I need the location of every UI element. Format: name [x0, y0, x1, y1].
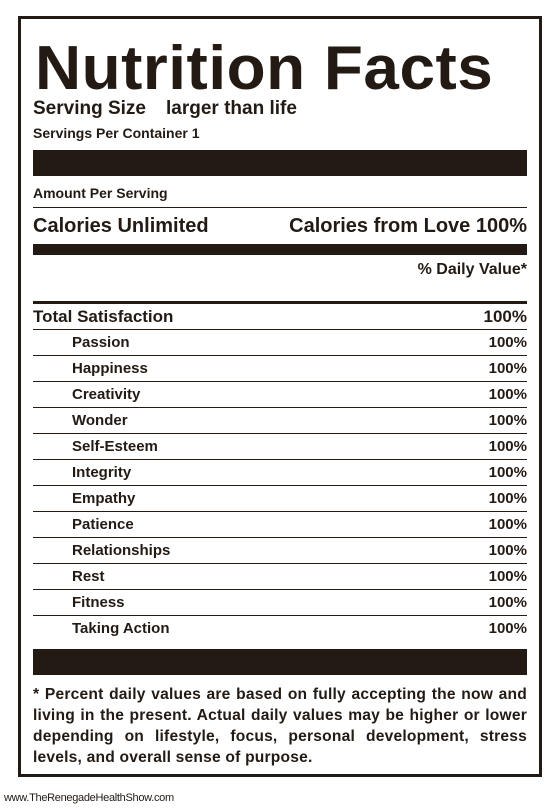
nutrient-name: Passion — [72, 334, 130, 351]
serving-size: Serving Size larger than life — [33, 98, 297, 120]
nutrient-row: Self-Esteem 100% — [33, 433, 527, 459]
nutrient-value: 100% — [488, 360, 527, 377]
nutrient-row: Fitness 100% — [33, 589, 527, 615]
nutrient-value: 100% — [488, 594, 527, 611]
nutrient-row: Wonder 100% — [33, 407, 527, 433]
footnote: * Percent daily values are based on full… — [33, 686, 527, 766]
nutrient-value: 100% — [488, 334, 527, 351]
nutrient-value: 100% — [488, 620, 527, 637]
serving-size-value: larger than life — [166, 98, 297, 119]
nutrient-name: Rest — [72, 568, 105, 585]
nutrient-value: 100% — [488, 464, 527, 481]
medium-divider — [33, 244, 527, 255]
nutrient-name: Total Satisfaction — [33, 307, 174, 326]
nutrient-name: Creativity — [72, 386, 141, 403]
nutrient-value: 100% — [488, 516, 527, 533]
nutrient-value: 100% — [483, 307, 527, 326]
calories-row: Calories Unlimited Calories from Love 10… — [33, 213, 527, 239]
calories-total: Calories Unlimited — [33, 215, 209, 237]
nutrient-list: Passion 100% Happiness 100% Creativity 100%… — [33, 329, 527, 641]
label-title: Nutrition Facts — [35, 34, 494, 103]
nutrient-name: Relationships — [72, 542, 171, 559]
serving-size-label: Serving Size — [33, 98, 146, 119]
nutrient-value: 100% — [488, 386, 527, 403]
servings-per-container: Servings Per Container 1 — [33, 125, 200, 141]
nutrient-name: Self-Esteem — [72, 438, 158, 455]
nutrient-name: Happiness — [72, 360, 148, 377]
nutrient-value: 100% — [488, 438, 527, 455]
nutrient-value: 100% — [488, 542, 527, 559]
nutrient-row: Relationships 100% — [33, 537, 527, 563]
nutrition-label: Nutrition Facts Serving Size larger than … — [18, 16, 542, 777]
daily-value-header: % Daily Value* — [417, 261, 527, 278]
nutrient-name: Integrity — [72, 464, 132, 481]
nutrient-row: Taking Action 100% — [33, 615, 527, 641]
nutrient-row: Happiness 100% — [33, 355, 527, 381]
nutrient-name: Taking Action — [72, 620, 170, 637]
nutrient-value: 100% — [488, 490, 527, 507]
nutrient-name: Empathy — [72, 490, 136, 507]
total-satisfaction-row: Total Satisfaction 100% — [33, 306, 527, 328]
website-credit: www.TheRenegadeHealthShow.com — [4, 792, 174, 804]
nutrient-name: Wonder — [72, 412, 128, 429]
nutrient-value: 100% — [488, 568, 527, 585]
amount-per-serving: Amount Per Serving — [33, 185, 168, 201]
thick-divider-bottom — [33, 649, 527, 675]
daily-value-divider — [33, 301, 527, 304]
thick-divider-top — [33, 150, 527, 176]
nutrient-value: 100% — [488, 412, 527, 429]
nutrient-row: Passion 100% — [33, 329, 527, 355]
divider — [33, 207, 527, 208]
nutrient-row: Integrity 100% — [33, 459, 527, 485]
nutrient-row: Patience 100% — [33, 511, 527, 537]
nutrient-row: Creativity 100% — [33, 381, 527, 407]
nutrient-row: Empathy 100% — [33, 485, 527, 511]
calories-from-love: Calories from Love 100% — [289, 215, 527, 237]
nutrient-name: Fitness — [72, 594, 125, 611]
nutrient-row: Rest 100% — [33, 563, 527, 589]
nutrient-name: Patience — [72, 516, 134, 533]
